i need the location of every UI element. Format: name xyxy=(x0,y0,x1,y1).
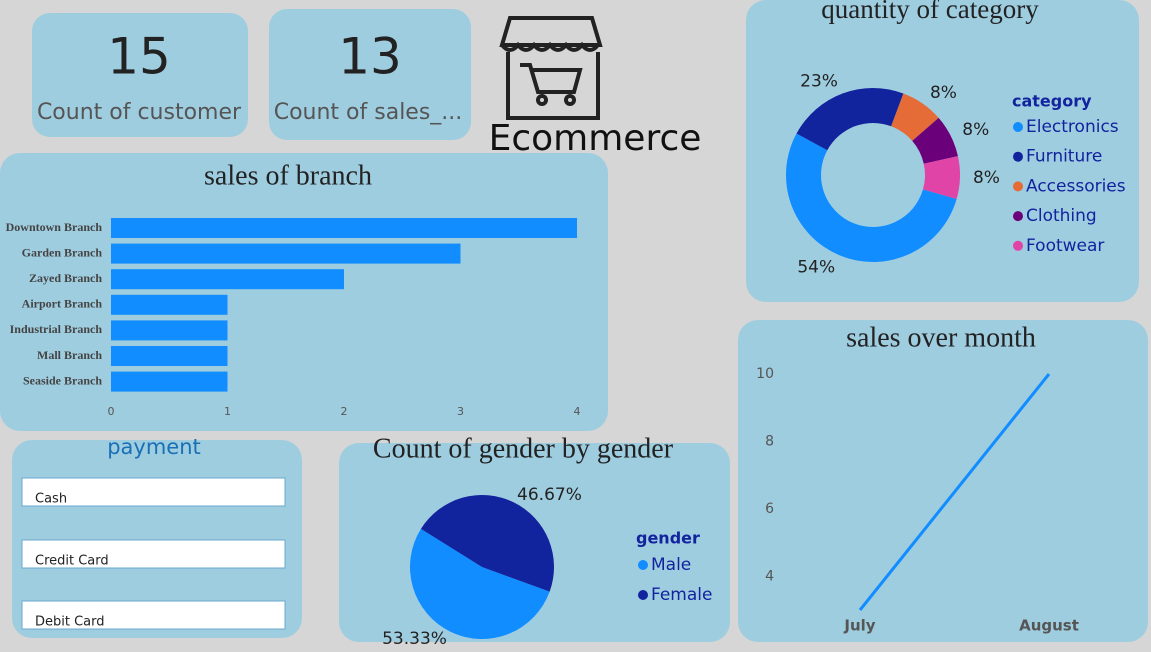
legend-label: Footwear xyxy=(1026,236,1104,256)
y-tick-label: Seaside Branch xyxy=(23,373,102,387)
kpi-card xyxy=(32,13,248,137)
slice xyxy=(420,494,555,592)
bar xyxy=(111,243,461,264)
line-panel xyxy=(738,320,1148,642)
legend-label: Female xyxy=(651,585,712,605)
kpi-card xyxy=(269,9,471,140)
slice xyxy=(410,528,550,639)
legend-marker xyxy=(1013,181,1023,192)
kpi-label: Count of customer xyxy=(37,100,242,125)
bar-panel xyxy=(0,153,608,431)
y-tick-label: Zayed Branch xyxy=(29,271,102,285)
kpi-label: Count of sales_... xyxy=(274,100,463,125)
slice xyxy=(922,156,960,199)
bar xyxy=(111,269,344,290)
y-tick-label: 8 xyxy=(765,433,774,449)
data-label: 8% xyxy=(930,83,957,103)
slicer-item[interactable] xyxy=(21,539,286,569)
slice xyxy=(891,93,939,141)
bar xyxy=(111,371,228,392)
legend-title: category xyxy=(1012,92,1092,111)
legend-marker xyxy=(1013,211,1023,222)
slicer-item[interactable] xyxy=(21,600,286,630)
chart-title: quantity of category xyxy=(821,0,1039,24)
kpi-value: 15 xyxy=(107,28,171,86)
store-icon xyxy=(499,16,603,120)
kpi-value: 13 xyxy=(338,28,402,86)
data-label: 23% xyxy=(800,71,838,91)
legend-label: Male xyxy=(651,555,691,575)
y-tick-label: 10 xyxy=(756,366,774,382)
data-label: 8% xyxy=(973,168,1000,188)
y-tick-label: Airport Branch xyxy=(22,297,103,311)
data-label: 54% xyxy=(797,258,835,278)
y-tick-label: 4 xyxy=(765,568,774,584)
slice xyxy=(786,133,957,262)
x-tick-label: 4 xyxy=(574,405,581,418)
chart-title: sales of branch xyxy=(204,160,372,191)
x-tick-label: 2 xyxy=(341,405,348,418)
y-tick-label: Downtown Branch xyxy=(6,220,103,234)
chart-title: sales over month xyxy=(846,322,1036,353)
chart-title: Count of gender by gender xyxy=(373,433,674,464)
slice xyxy=(796,88,904,151)
legend-marker xyxy=(638,590,648,600)
legend-label: Electronics xyxy=(1026,117,1119,137)
legend-title: gender xyxy=(636,529,700,548)
legend-label: Accessories xyxy=(1026,176,1126,196)
x-tick-label: 3 xyxy=(457,405,464,418)
bar xyxy=(111,346,228,366)
slicer-item-label[interactable]: Credit Card xyxy=(35,554,109,569)
legend-marker xyxy=(638,560,648,570)
x-tick-label: 0 xyxy=(108,405,115,418)
x-tick-label: July xyxy=(843,617,875,635)
y-tick-label: Mall Branch xyxy=(37,348,102,362)
x-tick-label: 1 xyxy=(224,405,231,418)
y-tick-label: Garden Branch xyxy=(22,245,103,259)
y-tick-label: 6 xyxy=(765,501,774,517)
legend-marker xyxy=(1013,240,1023,251)
legend-label: Clothing xyxy=(1026,206,1097,226)
slicer-item-label[interactable]: Debit Card xyxy=(35,615,105,630)
y-tick-label: Industrial Branch xyxy=(10,322,103,336)
x-tick-label: August xyxy=(1019,617,1079,635)
data-label: 53.33% xyxy=(382,629,447,649)
data-label: 8% xyxy=(962,120,989,140)
bar xyxy=(111,218,577,238)
logo-text: Ecommerce xyxy=(489,118,702,159)
bar xyxy=(111,294,228,315)
bar xyxy=(111,320,228,341)
bar-chart: 0 1 2 3 4 Downtown Branch Garden Branch Zayed B… xyxy=(6,218,581,418)
slicer-title: payment xyxy=(107,435,201,459)
data-label: 46.67% xyxy=(517,485,582,505)
legend-marker xyxy=(1013,122,1023,132)
slicer-item-label[interactable]: Cash xyxy=(35,492,67,507)
slice xyxy=(912,117,958,164)
legend-marker xyxy=(1013,151,1023,162)
legend-label: Furniture xyxy=(1026,147,1102,167)
slicer-item[interactable] xyxy=(21,477,286,507)
line xyxy=(858,373,1051,611)
